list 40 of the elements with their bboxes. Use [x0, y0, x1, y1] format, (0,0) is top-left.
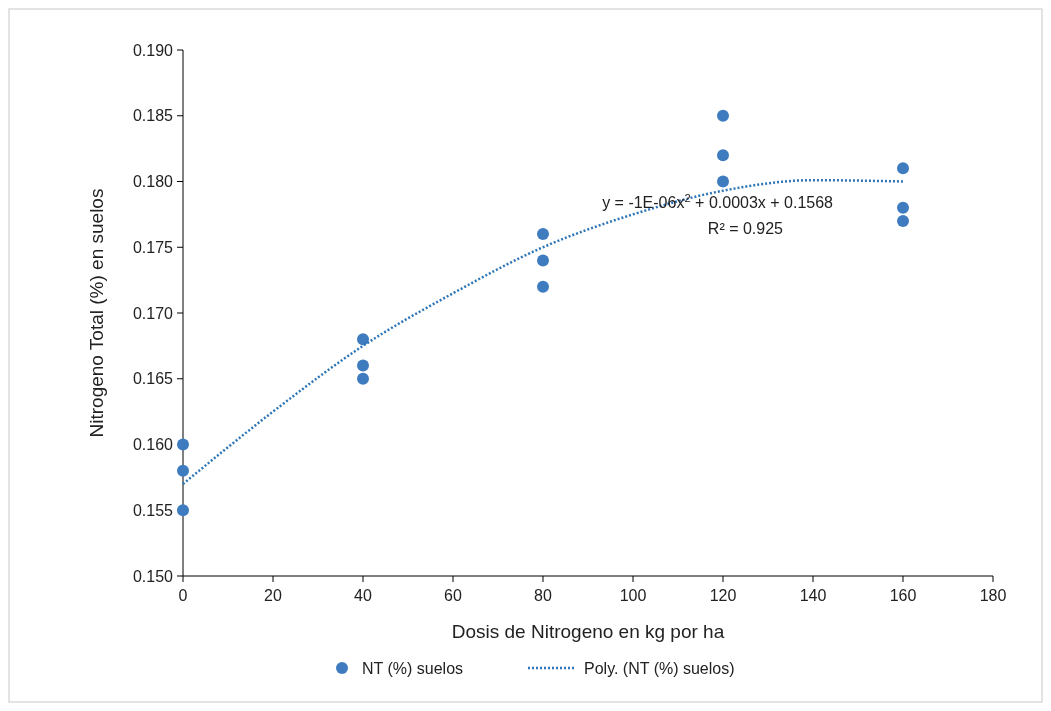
point — [717, 175, 729, 188]
x-tick-label: 100 — [619, 587, 647, 604]
x-tick-label: 0 — [178, 587, 188, 604]
x-tick-label: 180 — [979, 587, 1007, 604]
y-axis-title: Nitrogeno Total (%) en suelos — [86, 188, 107, 438]
y-tick-label: 0.180 — [132, 173, 174, 191]
point — [717, 109, 729, 122]
point — [537, 254, 549, 267]
y-tick-label: 0.150 — [132, 567, 174, 585]
y-tick-label: 0.185 — [132, 107, 174, 125]
point — [897, 214, 909, 227]
point — [537, 228, 549, 241]
annotation: R² = 0.925 — [707, 220, 784, 237]
y-tick-label: 0.165 — [132, 370, 174, 388]
point — [357, 333, 369, 346]
point — [177, 464, 189, 477]
point — [897, 162, 909, 175]
x-tick-label: 120 — [709, 587, 737, 604]
x-tick-label: 60 — [444, 587, 462, 604]
x-tick-label: 40 — [354, 587, 372, 604]
y-tick-label: 0.175 — [132, 238, 174, 256]
point — [177, 504, 189, 517]
point — [357, 372, 369, 385]
legend-label: Poly. (NT (%) suelos) — [584, 659, 735, 677]
point — [357, 359, 369, 372]
y-tick-label: 0.155 — [132, 501, 174, 519]
point — [177, 438, 189, 451]
x-tick-label: 20 — [264, 587, 282, 604]
y-tick-label: 0.160 — [132, 436, 174, 454]
y-tick-label: 0.190 — [132, 41, 174, 59]
point — [717, 149, 729, 162]
x-axis-title: Dosis de Nitrogeno en kg por ha — [451, 621, 725, 642]
point — [897, 201, 909, 214]
x-tick-label: 140 — [799, 587, 827, 604]
x-tick-label: 80 — [534, 587, 552, 604]
x-tick-label: 160 — [889, 587, 917, 604]
line-series — [181, 178, 905, 486]
legend-label: NT (%) suelos — [362, 659, 464, 677]
y-tick-label: 0.170 — [132, 304, 174, 322]
point — [537, 280, 549, 293]
